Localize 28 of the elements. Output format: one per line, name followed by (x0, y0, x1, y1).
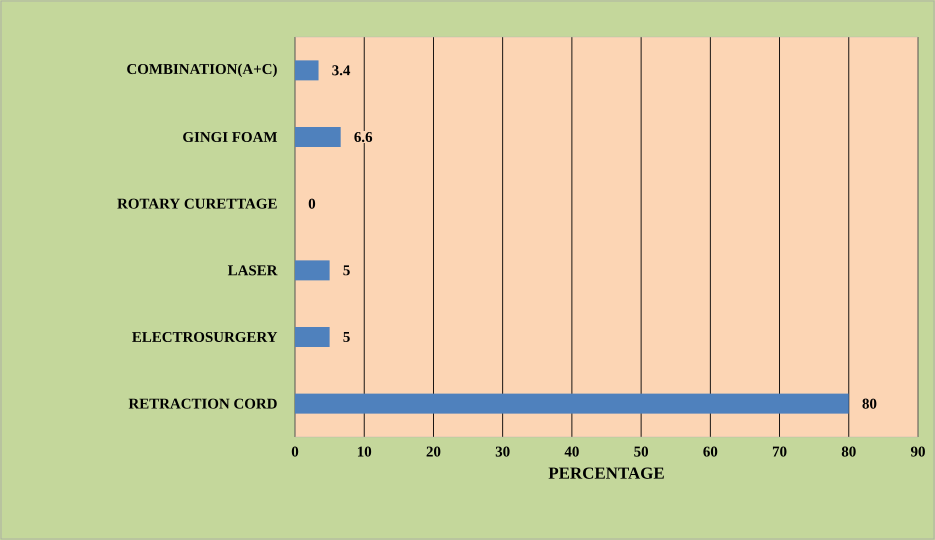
bar (295, 127, 341, 148)
x-tick-label: 90 (910, 446, 925, 457)
x-tick-label: 80 (842, 446, 856, 457)
data-label: 3.4 (332, 65, 350, 76)
x-tick-label: 50 (634, 446, 648, 457)
x-tick-label: 30 (496, 446, 510, 457)
y-tick-label: ROTARY CURETTAGE (117, 198, 277, 209)
bar (295, 260, 330, 280)
x-axis-title: PERCENTAGE (548, 467, 664, 479)
y-tick-label: COMBINATION(A+C) (127, 64, 277, 78)
x-tick-label: 60 (703, 446, 718, 457)
bar (295, 394, 849, 414)
x-tick-label: 0 (292, 446, 298, 457)
y-tick-label: ELECTROSURGERY (132, 332, 278, 342)
x-tick-label: 40 (564, 446, 579, 457)
bar (295, 327, 330, 348)
data-label: 0 (308, 198, 316, 209)
x-tick-label: 70 (772, 446, 786, 457)
data-label: 5 (343, 265, 350, 276)
data-label: 5 (343, 332, 350, 342)
data-label: 6.6 (354, 132, 372, 142)
x-tick-label: 20 (426, 446, 440, 457)
y-tick-label: LASER (228, 265, 278, 276)
y-tick-label: GINGI FOAM (183, 132, 278, 142)
data-label: 80 (862, 398, 876, 409)
bar (295, 60, 319, 80)
x-tick-label: 10 (358, 446, 372, 457)
y-tick-label: RETRACTION CORD (128, 398, 277, 409)
